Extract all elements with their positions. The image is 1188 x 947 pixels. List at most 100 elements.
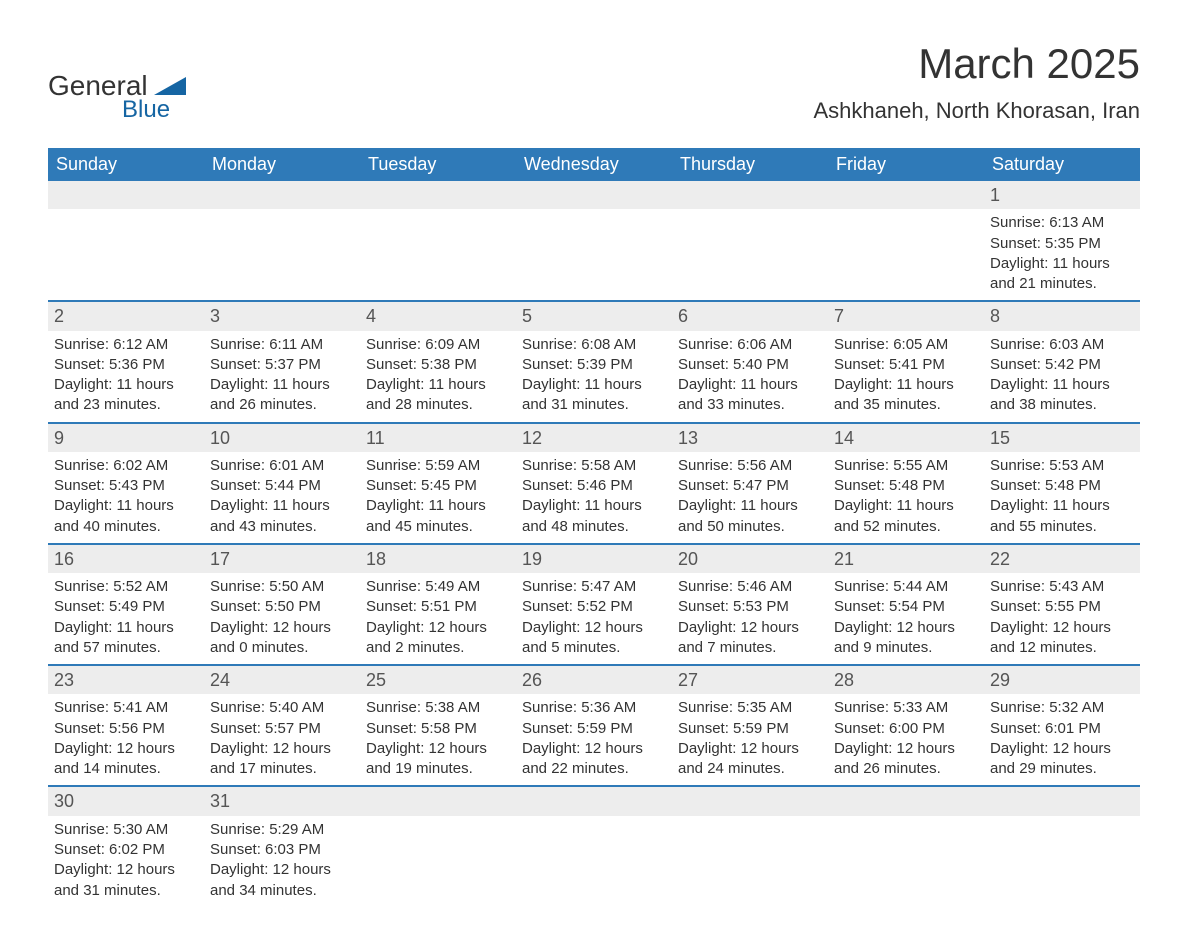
dl1-text: Daylight: 12 hours: [366, 618, 510, 638]
sunrise-text: Sunrise: 5:35 AM: [678, 698, 822, 718]
day-detail: Sunrise: 5:29 AMSunset: 6:03 PMDaylight:…: [204, 816, 360, 907]
day-number: 19: [516, 544, 672, 573]
day-detail: [984, 816, 1140, 907]
day-number: [672, 786, 828, 815]
sunset-text: Sunset: 6:03 PM: [210, 840, 354, 860]
sunset-text: Sunset: 5:44 PM: [210, 476, 354, 496]
col-monday: Monday: [204, 148, 360, 181]
day-detail: Sunrise: 5:32 AMSunset: 6:01 PMDaylight:…: [984, 694, 1140, 786]
day-number: 13: [672, 423, 828, 452]
detail-row: Sunrise: 6:02 AMSunset: 5:43 PM Daylight:…: [48, 452, 1140, 544]
dl1-text: Daylight: 11 hours: [366, 496, 510, 516]
location-text: Ashkhaneh, North Khorasan, Iran: [813, 98, 1140, 124]
sunset-text: Sunset: 5:56 PM: [54, 719, 198, 739]
day-detail: Sunrise: 6:02 AMSunset: 5:43 PMDaylight:…: [48, 452, 204, 544]
day-detail: Sunrise: 6:09 AMSunset: 5:38 PMDaylight:…: [360, 331, 516, 423]
day-number: 18: [360, 544, 516, 573]
sunrise-text: Sunrise: 5:40 AM: [210, 698, 354, 718]
daynum-row: 1: [48, 181, 1140, 209]
dl2-text: and 34 minutes.: [210, 881, 354, 901]
dl2-text: and 55 minutes.: [990, 517, 1134, 537]
sunrise-text: Sunrise: 6:13 AM: [990, 213, 1134, 233]
sunrise-text: Sunrise: 5:53 AM: [990, 456, 1134, 476]
sunrise-text: Sunrise: 6:05 AM: [834, 335, 978, 355]
sunrise-text: Sunrise: 5:49 AM: [366, 577, 510, 597]
dl1-text: Daylight: 11 hours: [990, 254, 1134, 274]
day-detail: [360, 209, 516, 301]
sunrise-text: Sunrise: 5:55 AM: [834, 456, 978, 476]
dl2-text: and 31 minutes.: [54, 881, 198, 901]
sunrise-text: Sunrise: 5:56 AM: [678, 456, 822, 476]
day-detail: Sunrise: 5:52 AMSunset: 5:49 PMDaylight:…: [48, 573, 204, 665]
day-detail: Sunrise: 5:33 AMSunset: 6:00 PMDaylight:…: [828, 694, 984, 786]
day-detail: Sunrise: 5:47 AMSunset: 5:52 PMDaylight:…: [516, 573, 672, 665]
day-number: 8: [984, 301, 1140, 330]
day-number: 26: [516, 665, 672, 694]
dl2-text: and 45 minutes.: [366, 517, 510, 537]
sunset-text: Sunset: 5:54 PM: [834, 597, 978, 617]
daynum-row: 23242526272829: [48, 665, 1140, 694]
day-detail: Sunrise: 5:44 AMSunset: 5:54 PMDaylight:…: [828, 573, 984, 665]
day-number: 2: [48, 301, 204, 330]
day-detail: Sunrise: 6:06 AMSunset: 5:40 PMDaylight:…: [672, 331, 828, 423]
sunrise-text: Sunrise: 6:06 AM: [678, 335, 822, 355]
sunrise-text: Sunrise: 5:29 AM: [210, 820, 354, 840]
detail-row: Sunrise: 5:41 AMSunset: 5:56 PMDaylight:…: [48, 694, 1140, 786]
day-number: 25: [360, 665, 516, 694]
sunset-text: Sunset: 5:51 PM: [366, 597, 510, 617]
dl1-text: Daylight: 11 hours: [522, 375, 666, 395]
day-number: 5: [516, 301, 672, 330]
sunset-text: Sunset: 5:43 PM: [54, 476, 198, 496]
sunset-text: Sunset: 5:48 PM: [834, 476, 978, 496]
dl1-text: Daylight: 11 hours: [54, 618, 198, 638]
day-detail: Sunrise: 5:30 AMSunset: 6:02 PMDaylight:…: [48, 816, 204, 907]
dl2-text: and 21 minutes.: [990, 274, 1134, 294]
daynum-row: 9101112131415: [48, 423, 1140, 452]
calendar-head: Sunday Monday Tuesday Wednesday Thursday…: [48, 148, 1140, 181]
dl1-text: Daylight: 11 hours: [366, 375, 510, 395]
dl1-text: Daylight: 12 hours: [522, 739, 666, 759]
sunset-text: Sunset: 5:58 PM: [366, 719, 510, 739]
day-number: [672, 181, 828, 209]
dl2-text: and 17 minutes.: [210, 759, 354, 779]
day-detail: Sunrise: 5:50 AMSunset: 5:50 PMDaylight:…: [204, 573, 360, 665]
dl1-text: Daylight: 11 hours: [678, 496, 822, 516]
col-saturday: Saturday: [984, 148, 1140, 181]
sunrise-text: Sunrise: 5:52 AM: [54, 577, 198, 597]
day-detail: Sunrise: 6:12 AMSunset: 5:36 PMDaylight:…: [48, 331, 204, 423]
day-number: 29: [984, 665, 1140, 694]
detail-row: Sunrise: 6:12 AMSunset: 5:36 PMDaylight:…: [48, 331, 1140, 423]
day-detail: Sunrise: 5:59 AMSunset: 5:45 PMDaylight:…: [360, 452, 516, 544]
sunrise-text: Sunrise: 5:58 AM: [522, 456, 666, 476]
sunset-text: Sunset: 5:59 PM: [522, 719, 666, 739]
calendar-table: Sunday Monday Tuesday Wednesday Thursday…: [48, 148, 1140, 907]
dl2-text: and 7 minutes.: [678, 638, 822, 658]
dl2-text: and 26 minutes.: [834, 759, 978, 779]
sunset-text: Sunset: 5:48 PM: [990, 476, 1134, 496]
day-number: [360, 181, 516, 209]
sunrise-text: Sunrise: 6:02 AM: [54, 456, 198, 476]
sunset-text: Sunset: 5:40 PM: [678, 355, 822, 375]
day-number: [984, 786, 1140, 815]
dl2-text: and 33 minutes.: [678, 395, 822, 415]
dl2-text: and 0 minutes.: [210, 638, 354, 658]
day-detail: Sunrise: 5:46 AMSunset: 5:53 PMDaylight:…: [672, 573, 828, 665]
day-number: 28: [828, 665, 984, 694]
sunset-text: Sunset: 6:00 PM: [834, 719, 978, 739]
logo: General Blue: [48, 40, 186, 124]
dl2-text: and 29 minutes.: [990, 759, 1134, 779]
day-detail: Sunrise: 5:53 AMSunset: 5:48 PMDaylight:…: [984, 452, 1140, 544]
dl1-text: Daylight: 12 hours: [522, 618, 666, 638]
dl2-text: and 23 minutes.: [54, 395, 198, 415]
dl1-text: Daylight: 11 hours: [678, 375, 822, 395]
dl1-text: Daylight: 12 hours: [834, 739, 978, 759]
detail-row: Sunrise: 5:30 AMSunset: 6:02 PMDaylight:…: [48, 816, 1140, 907]
sunset-text: Sunset: 5:50 PM: [210, 597, 354, 617]
day-detail: [360, 816, 516, 907]
dl1-text: Daylight: 12 hours: [54, 860, 198, 880]
sunset-text: Sunset: 5:39 PM: [522, 355, 666, 375]
dl2-text: and 24 minutes.: [678, 759, 822, 779]
sunrise-text: Sunrise: 6:09 AM: [366, 335, 510, 355]
logo-text-blue: Blue: [122, 96, 170, 124]
sunrise-text: Sunrise: 6:11 AM: [210, 335, 354, 355]
